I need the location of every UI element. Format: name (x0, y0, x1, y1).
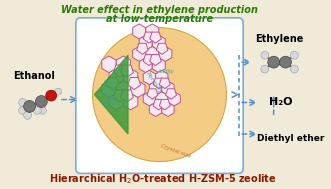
Polygon shape (139, 35, 152, 50)
Polygon shape (159, 46, 172, 61)
Polygon shape (150, 55, 161, 66)
Polygon shape (123, 68, 138, 85)
Polygon shape (128, 77, 141, 90)
Polygon shape (116, 81, 130, 97)
Polygon shape (146, 24, 159, 39)
FancyBboxPatch shape (76, 18, 243, 173)
Text: Degree of
Crystallinity: Degree of Crystallinity (105, 77, 116, 106)
Text: H₂O: H₂O (269, 98, 292, 108)
Circle shape (290, 65, 298, 73)
Polygon shape (168, 92, 180, 106)
Text: Crystal size: Crystal size (160, 143, 191, 159)
Polygon shape (114, 65, 126, 77)
Polygon shape (159, 99, 170, 110)
Polygon shape (106, 77, 119, 90)
Text: Porosity: Porosity (145, 71, 164, 95)
Polygon shape (133, 46, 146, 61)
Polygon shape (131, 81, 145, 97)
Polygon shape (162, 102, 174, 116)
Polygon shape (166, 89, 176, 99)
Circle shape (19, 106, 26, 114)
Text: Ethanol: Ethanol (14, 71, 55, 81)
Text: Water effect in ethylene production: Water effect in ethylene production (61, 5, 258, 15)
Polygon shape (162, 81, 174, 95)
Polygon shape (153, 99, 164, 110)
Polygon shape (149, 81, 162, 95)
Circle shape (261, 65, 269, 73)
Polygon shape (152, 58, 165, 73)
Text: Hierarchical H$_2$O-treated H-ZSM-5 zeolite: Hierarchical H$_2$O-treated H-ZSM-5 zeol… (49, 172, 276, 186)
Text: Ethylene: Ethylene (256, 33, 304, 43)
Polygon shape (102, 56, 116, 73)
Polygon shape (102, 81, 116, 97)
Circle shape (280, 56, 291, 68)
Polygon shape (120, 65, 133, 77)
Circle shape (35, 96, 47, 107)
Circle shape (19, 98, 26, 106)
Circle shape (33, 106, 41, 114)
Polygon shape (152, 35, 165, 50)
Circle shape (261, 51, 269, 59)
Polygon shape (139, 58, 152, 73)
Circle shape (290, 51, 298, 59)
Polygon shape (143, 92, 156, 106)
Polygon shape (149, 102, 162, 116)
Circle shape (24, 101, 35, 112)
Polygon shape (156, 43, 168, 54)
Circle shape (46, 90, 57, 101)
Polygon shape (114, 90, 126, 102)
Polygon shape (143, 55, 155, 66)
Circle shape (24, 111, 31, 119)
Polygon shape (143, 70, 156, 85)
Polygon shape (147, 89, 158, 99)
Polygon shape (156, 92, 168, 106)
Circle shape (38, 106, 46, 114)
Polygon shape (95, 55, 128, 134)
Polygon shape (120, 90, 133, 102)
Polygon shape (156, 70, 168, 85)
Polygon shape (109, 68, 123, 85)
Polygon shape (150, 32, 161, 43)
Polygon shape (159, 78, 170, 89)
Polygon shape (133, 24, 146, 39)
Circle shape (93, 28, 226, 162)
Text: at low-temperature: at low-temperature (106, 14, 213, 24)
Polygon shape (116, 56, 130, 73)
Text: Diethyl ether: Diethyl ether (257, 134, 324, 143)
Circle shape (268, 56, 280, 68)
Polygon shape (143, 32, 155, 43)
Circle shape (55, 88, 62, 95)
Polygon shape (109, 93, 123, 110)
Polygon shape (137, 43, 148, 54)
Polygon shape (146, 46, 159, 61)
Polygon shape (153, 78, 164, 89)
Polygon shape (123, 93, 138, 110)
Text: Acidity: Acidity (157, 70, 174, 74)
